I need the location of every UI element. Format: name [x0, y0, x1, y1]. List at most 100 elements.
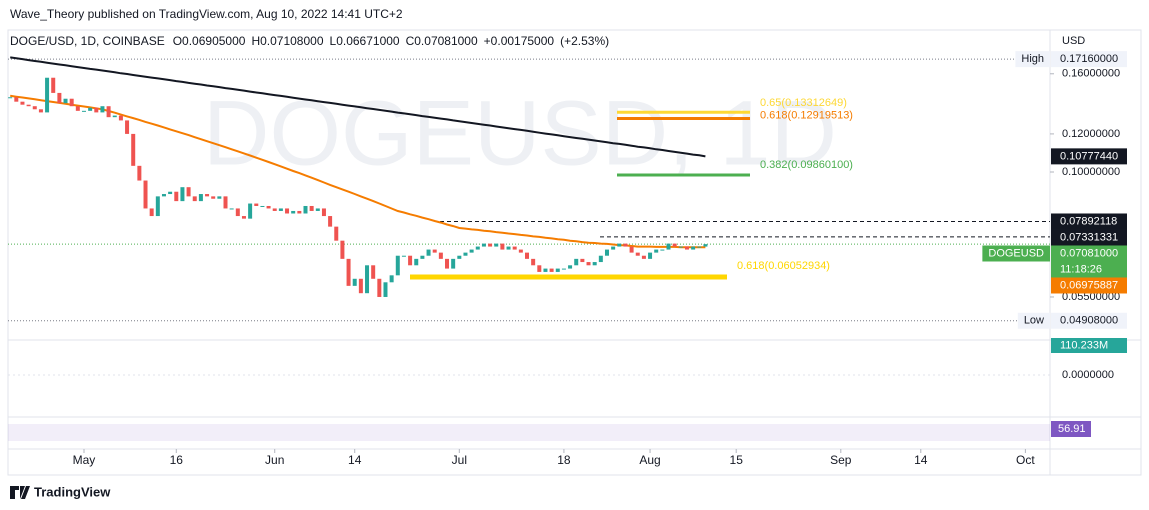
fib-label: 0.65(0.13312649) [760, 97, 847, 109]
candle [205, 194, 210, 197]
price-tag-box [1015, 51, 1050, 68]
y-tick-label: 0.10000000 [1062, 166, 1120, 178]
candle [229, 208, 234, 210]
candle [481, 243, 486, 247]
candle [598, 255, 603, 263]
publisher: Wave_Theory published on TradingView.com… [10, 7, 403, 21]
price-label: 0.17160000 [1060, 53, 1118, 65]
candle [580, 258, 585, 263]
candle [149, 208, 154, 217]
candle [94, 107, 99, 113]
ohlc-value: H0.07108000 [251, 34, 323, 48]
candle [494, 243, 499, 247]
x-tick-label: Sep [830, 453, 852, 467]
candle [518, 249, 523, 253]
price-tag: DOGEUSD [988, 247, 1044, 259]
candle [297, 210, 302, 214]
ohlc-value: +0.00175000 [484, 34, 555, 48]
candle [666, 243, 671, 250]
candle [75, 106, 80, 111]
candle [266, 205, 271, 209]
candle [321, 208, 326, 217]
candle [100, 106, 105, 113]
candle [414, 258, 419, 266]
candle [383, 282, 388, 297]
price-label: 0.07331331 [1060, 231, 1118, 243]
rsi-label: 56.91 [1058, 423, 1086, 435]
price-label-box [1051, 213, 1127, 230]
candle [432, 249, 437, 253]
candle [161, 194, 166, 197]
candle [346, 258, 351, 286]
candle [463, 252, 468, 256]
chart-title: DOGE/USD, 1D, COINBASE [10, 34, 165, 48]
candle [340, 240, 345, 259]
price-tag-box [1017, 312, 1050, 329]
candle [697, 246, 702, 248]
candle [125, 120, 130, 134]
candle [278, 208, 283, 211]
candle [555, 268, 560, 272]
price-label-sub: 11:18:26 [1060, 263, 1102, 275]
candle [365, 265, 370, 294]
candle [678, 246, 683, 248]
candle [438, 252, 443, 259]
price-tag-box [982, 245, 1050, 262]
price-tag: High [1021, 53, 1044, 65]
x-tick-label: Aug [639, 453, 660, 467]
price-label-box [1051, 51, 1127, 68]
candle [106, 106, 111, 118]
price-label-box [1051, 277, 1127, 294]
candle [408, 255, 413, 266]
candle [303, 205, 308, 214]
candle [703, 244, 708, 247]
candle [500, 243, 505, 250]
ohlc-value: L0.06671000 [330, 34, 400, 48]
candle [186, 187, 191, 197]
candle [358, 278, 363, 294]
volume-label: 110.233M [1060, 339, 1108, 351]
candle [217, 196, 222, 199]
fib-label: 0.382(0.09860100) [760, 159, 853, 171]
candle [648, 252, 653, 259]
y-tick-label: 0.16000000 [1062, 68, 1120, 80]
candle [192, 196, 197, 202]
candle [684, 246, 689, 250]
candle [32, 106, 37, 110]
candle [525, 252, 529, 259]
candle [604, 249, 609, 256]
candle [38, 109, 43, 113]
brand-logo [10, 486, 30, 499]
candle [475, 246, 480, 250]
candle [371, 265, 376, 279]
candle [426, 249, 431, 256]
candle [198, 194, 203, 202]
candle [155, 196, 160, 217]
plot: 0.65(0.13312649)0.618(0.12919513) 0.382(0… [8, 56, 1050, 441]
candle [401, 255, 406, 257]
candle [377, 278, 382, 297]
candle [26, 104, 31, 107]
chart-frame [7, 29, 1142, 476]
candle [672, 243, 677, 247]
price-label-box [1051, 245, 1127, 278]
candle [291, 210, 296, 214]
candle [112, 115, 117, 118]
candle [137, 165, 142, 181]
price-label-box [1051, 312, 1127, 329]
candle [63, 98, 68, 104]
x-tick-label: Oct [1016, 453, 1035, 467]
candle [69, 98, 74, 107]
x-tick-label: May [73, 453, 96, 467]
price-label-box [1051, 229, 1127, 246]
fib-label: 0.618(0.12919513) [760, 109, 853, 121]
candle [168, 191, 173, 195]
macd-tick-label: 0.0000000 [1062, 369, 1114, 381]
candle [352, 278, 357, 286]
candle [691, 246, 696, 250]
candle [641, 255, 646, 259]
candle [8, 97, 13, 99]
y-tick-label: 0.05500000 [1062, 291, 1120, 303]
price-label: 0.06975887 [1060, 279, 1118, 291]
